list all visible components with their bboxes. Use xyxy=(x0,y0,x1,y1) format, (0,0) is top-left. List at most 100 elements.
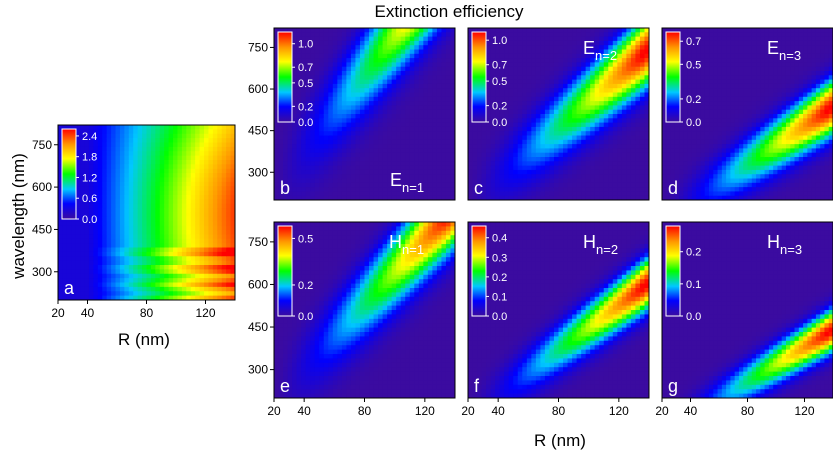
heatmap-cell xyxy=(499,53,505,59)
heatmap-cell xyxy=(540,32,546,38)
heatmap-cells xyxy=(274,28,455,200)
heatmap-cell xyxy=(486,109,492,115)
heatmap-cell xyxy=(558,131,564,137)
heatmap-cell xyxy=(301,88,307,94)
heatmap-cell xyxy=(567,126,573,132)
heatmap-cell xyxy=(305,36,311,42)
heatmap-cell xyxy=(346,40,352,46)
heatmap-cell xyxy=(396,139,402,145)
heatmap-cell xyxy=(504,165,510,171)
heatmap-cell xyxy=(635,187,641,192)
heatmap-cell xyxy=(590,45,596,51)
heatmap-cell xyxy=(287,135,293,141)
heatmap-cell xyxy=(155,125,161,130)
heatmap-cell xyxy=(450,96,455,102)
heatmap-cell xyxy=(195,216,201,222)
heatmap-cell xyxy=(558,40,564,46)
heatmap-cell xyxy=(414,88,420,94)
heatmap-cell xyxy=(535,53,542,59)
heatmap-cell xyxy=(441,187,447,192)
heatmap-cell xyxy=(93,251,99,257)
heatmap-cell xyxy=(164,125,170,130)
heatmap-cell xyxy=(599,139,605,145)
heatmap-cell xyxy=(221,151,227,157)
heatmap-cell xyxy=(146,164,152,170)
heatmap-cell xyxy=(319,131,325,137)
y-tick-label: 450 xyxy=(248,124,268,138)
heatmap-cell xyxy=(146,291,152,297)
heatmap-cell xyxy=(93,208,99,214)
heatmap-cell xyxy=(208,203,214,209)
heatmap-cell xyxy=(522,195,528,200)
heatmap-cell xyxy=(396,88,402,94)
heatmap-cell xyxy=(314,161,320,167)
heatmap-cell xyxy=(168,186,174,192)
heatmap-cell xyxy=(146,133,152,139)
heatmap-cell xyxy=(177,295,183,300)
heatmap-cell xyxy=(594,105,600,111)
heatmap-cell xyxy=(576,92,582,98)
heatmap-cell xyxy=(396,36,402,42)
heatmap-cell xyxy=(563,83,569,89)
heatmap-cell xyxy=(378,118,384,124)
heatmap-cell xyxy=(155,195,161,200)
heatmap-cell xyxy=(644,191,649,197)
heatmap-cell xyxy=(278,152,284,158)
heatmap-cell xyxy=(332,139,338,145)
heatmap-cell xyxy=(58,260,64,266)
colorbar-tick-label: 0.6 xyxy=(82,193,97,205)
heatmap-cell xyxy=(181,186,187,192)
heatmap-cell xyxy=(612,131,618,137)
heatmap-cell xyxy=(445,75,452,81)
heatmap-cell xyxy=(526,75,532,81)
heatmap-cell xyxy=(382,122,388,128)
heatmap-cell xyxy=(567,40,573,46)
heatmap-cell xyxy=(373,49,379,55)
heatmap-cell xyxy=(97,247,103,253)
heatmap-cell xyxy=(173,278,179,284)
heatmap-cell xyxy=(549,92,555,98)
heatmap-cell xyxy=(133,164,139,170)
heatmap-cell xyxy=(599,131,605,137)
heatmap-cell xyxy=(314,144,320,149)
heatmap-cell xyxy=(328,71,334,76)
heatmap-cell xyxy=(102,142,108,148)
heatmap-cell xyxy=(177,256,183,262)
heatmap-cell xyxy=(119,269,125,275)
heatmap-cell xyxy=(62,234,68,240)
heatmap-cell xyxy=(626,169,632,175)
heatmap-cell xyxy=(504,126,510,132)
heatmap-cell xyxy=(409,118,415,124)
heatmap-cell xyxy=(71,286,77,292)
heatmap-cell xyxy=(544,161,551,167)
heatmap-cell xyxy=(558,92,564,98)
heatmap-cell xyxy=(644,101,649,106)
heatmap-cell xyxy=(230,238,235,244)
heatmap-cell xyxy=(323,114,329,119)
heatmap-cell xyxy=(181,129,187,135)
heatmap-cell xyxy=(499,32,505,38)
heatmap-cell xyxy=(150,168,156,174)
heatmap-cell xyxy=(468,182,474,188)
heatmap-cell xyxy=(301,58,307,63)
heatmap-cell xyxy=(133,142,139,148)
heatmap-cell xyxy=(405,79,411,85)
heatmap-cell xyxy=(350,105,357,111)
heatmap-cell xyxy=(378,182,384,188)
heatmap-cell xyxy=(436,135,443,141)
heatmap-cell xyxy=(594,58,600,63)
heatmap-cell xyxy=(414,83,420,89)
heatmap-cell xyxy=(513,122,519,128)
heatmap-cell xyxy=(387,165,393,171)
heatmap-cell xyxy=(423,49,429,55)
heatmap-cell xyxy=(88,164,94,170)
heatmap-cell xyxy=(341,139,348,145)
heatmap-cell xyxy=(617,178,623,184)
heatmap-cell xyxy=(119,212,125,218)
heatmap-cell xyxy=(137,265,143,270)
heatmap-cell xyxy=(526,139,532,145)
heatmap-cell xyxy=(576,75,582,81)
heatmap-cell xyxy=(441,148,447,154)
heatmap-cell xyxy=(301,101,307,106)
heatmap-cell xyxy=(168,238,174,244)
